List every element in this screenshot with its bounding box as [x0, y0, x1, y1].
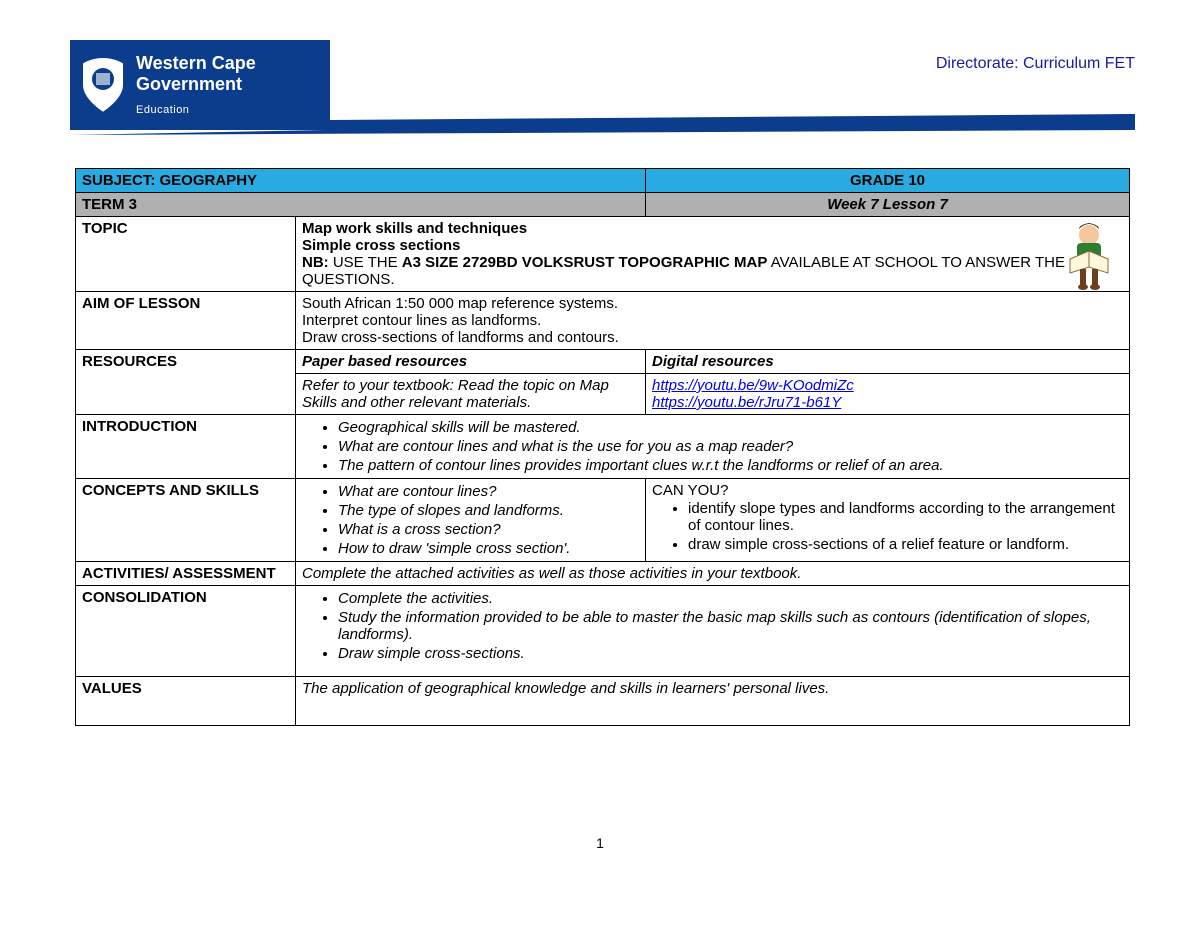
table-row: RESOURCES Paper based resources Digital …: [76, 350, 1130, 374]
consolidation-content: Complete the activities. Study the infor…: [296, 586, 1130, 677]
values-text: The application of geographical knowledg…: [296, 677, 1130, 726]
table-row: TERM 3 Week 7 Lesson 7: [76, 193, 1130, 217]
topic-content: Map work skills and techniques Simple cr…: [296, 217, 1130, 292]
topic-line2: Simple cross sections: [302, 237, 1123, 254]
table-row: INTRODUCTION Geographical skills will be…: [76, 415, 1130, 479]
intro-label: INTRODUCTION: [76, 415, 296, 479]
logo-text: Western Cape Government Education: [136, 53, 256, 117]
table-row: CONCEPTS AND SKILLS What are contour lin…: [76, 479, 1130, 562]
concepts-right: CAN YOU? identify slope types and landfo…: [646, 479, 1130, 562]
digital-resources-links: https://youtu.be/9w-KOodmiZc https://you…: [646, 374, 1130, 415]
topic-line1: Map work skills and techniques: [302, 220, 1123, 237]
values-label: VALUES: [76, 677, 296, 726]
resources-label: RESOURCES: [76, 350, 296, 415]
topic-label: TOPIC: [76, 217, 296, 292]
table-row: VALUES The application of geographical k…: [76, 677, 1130, 726]
week-cell: Week 7 Lesson 7: [646, 193, 1130, 217]
grade-cell: GRADE 10: [646, 169, 1130, 193]
aim-label: AIM OF LESSON: [76, 292, 296, 350]
activities-text: Complete the attached activities as well…: [296, 562, 1130, 586]
map-reader-icon: [1062, 221, 1117, 291]
lesson-plan-table: SUBJECT: GEOGRAPHY GRADE 10 TERM 3 Week …: [75, 168, 1130, 726]
term-cell: TERM 3: [76, 193, 646, 217]
page-header: Western Cape Government Education Direct…: [0, 0, 1200, 140]
crest-icon: [78, 55, 128, 115]
concepts-left: What are contour lines? The type of slop…: [296, 479, 646, 562]
youtube-link-1[interactable]: https://youtu.be/9w-KOodmiZc: [652, 377, 854, 394]
intro-content: Geographical skills will be mastered. Wh…: [296, 415, 1130, 479]
org-name-1: Western Cape: [136, 53, 256, 75]
org-name-2: Government: [136, 74, 256, 96]
youtube-link-2[interactable]: https://youtu.be/rJru71-b61Y: [652, 394, 841, 411]
paper-resources-header: Paper based resources: [296, 350, 646, 374]
table-row: ACTIVITIES/ ASSESSMENT Complete the atta…: [76, 562, 1130, 586]
table-row: CONSOLIDATION Complete the activities. S…: [76, 586, 1130, 677]
topic-nb: NB: USE THE A3 SIZE 2729BD VOLKSRUST TOP…: [302, 254, 1123, 288]
page-number: 1: [596, 835, 604, 851]
activities-label: ACTIVITIES/ ASSESSMENT: [76, 562, 296, 586]
table-row: TOPIC Map work skills and techniques Sim…: [76, 217, 1130, 292]
table-row: SUBJECT: GEOGRAPHY GRADE 10: [76, 169, 1130, 193]
subject-cell: SUBJECT: GEOGRAPHY: [76, 169, 646, 193]
concepts-label: CONCEPTS AND SKILLS: [76, 479, 296, 562]
aim-content: South African 1:50 000 map reference sys…: [296, 292, 1130, 350]
consolidation-label: CONSOLIDATION: [76, 586, 296, 677]
directorate-label: Directorate: Curriculum FET: [936, 55, 1135, 73]
header-divider-icon: [70, 110, 1135, 135]
table-row: AIM OF LESSON South African 1:50 000 map…: [76, 292, 1130, 350]
digital-resources-header: Digital resources: [646, 350, 1130, 374]
paper-resources-text: Refer to your textbook: Read the topic o…: [296, 374, 646, 415]
